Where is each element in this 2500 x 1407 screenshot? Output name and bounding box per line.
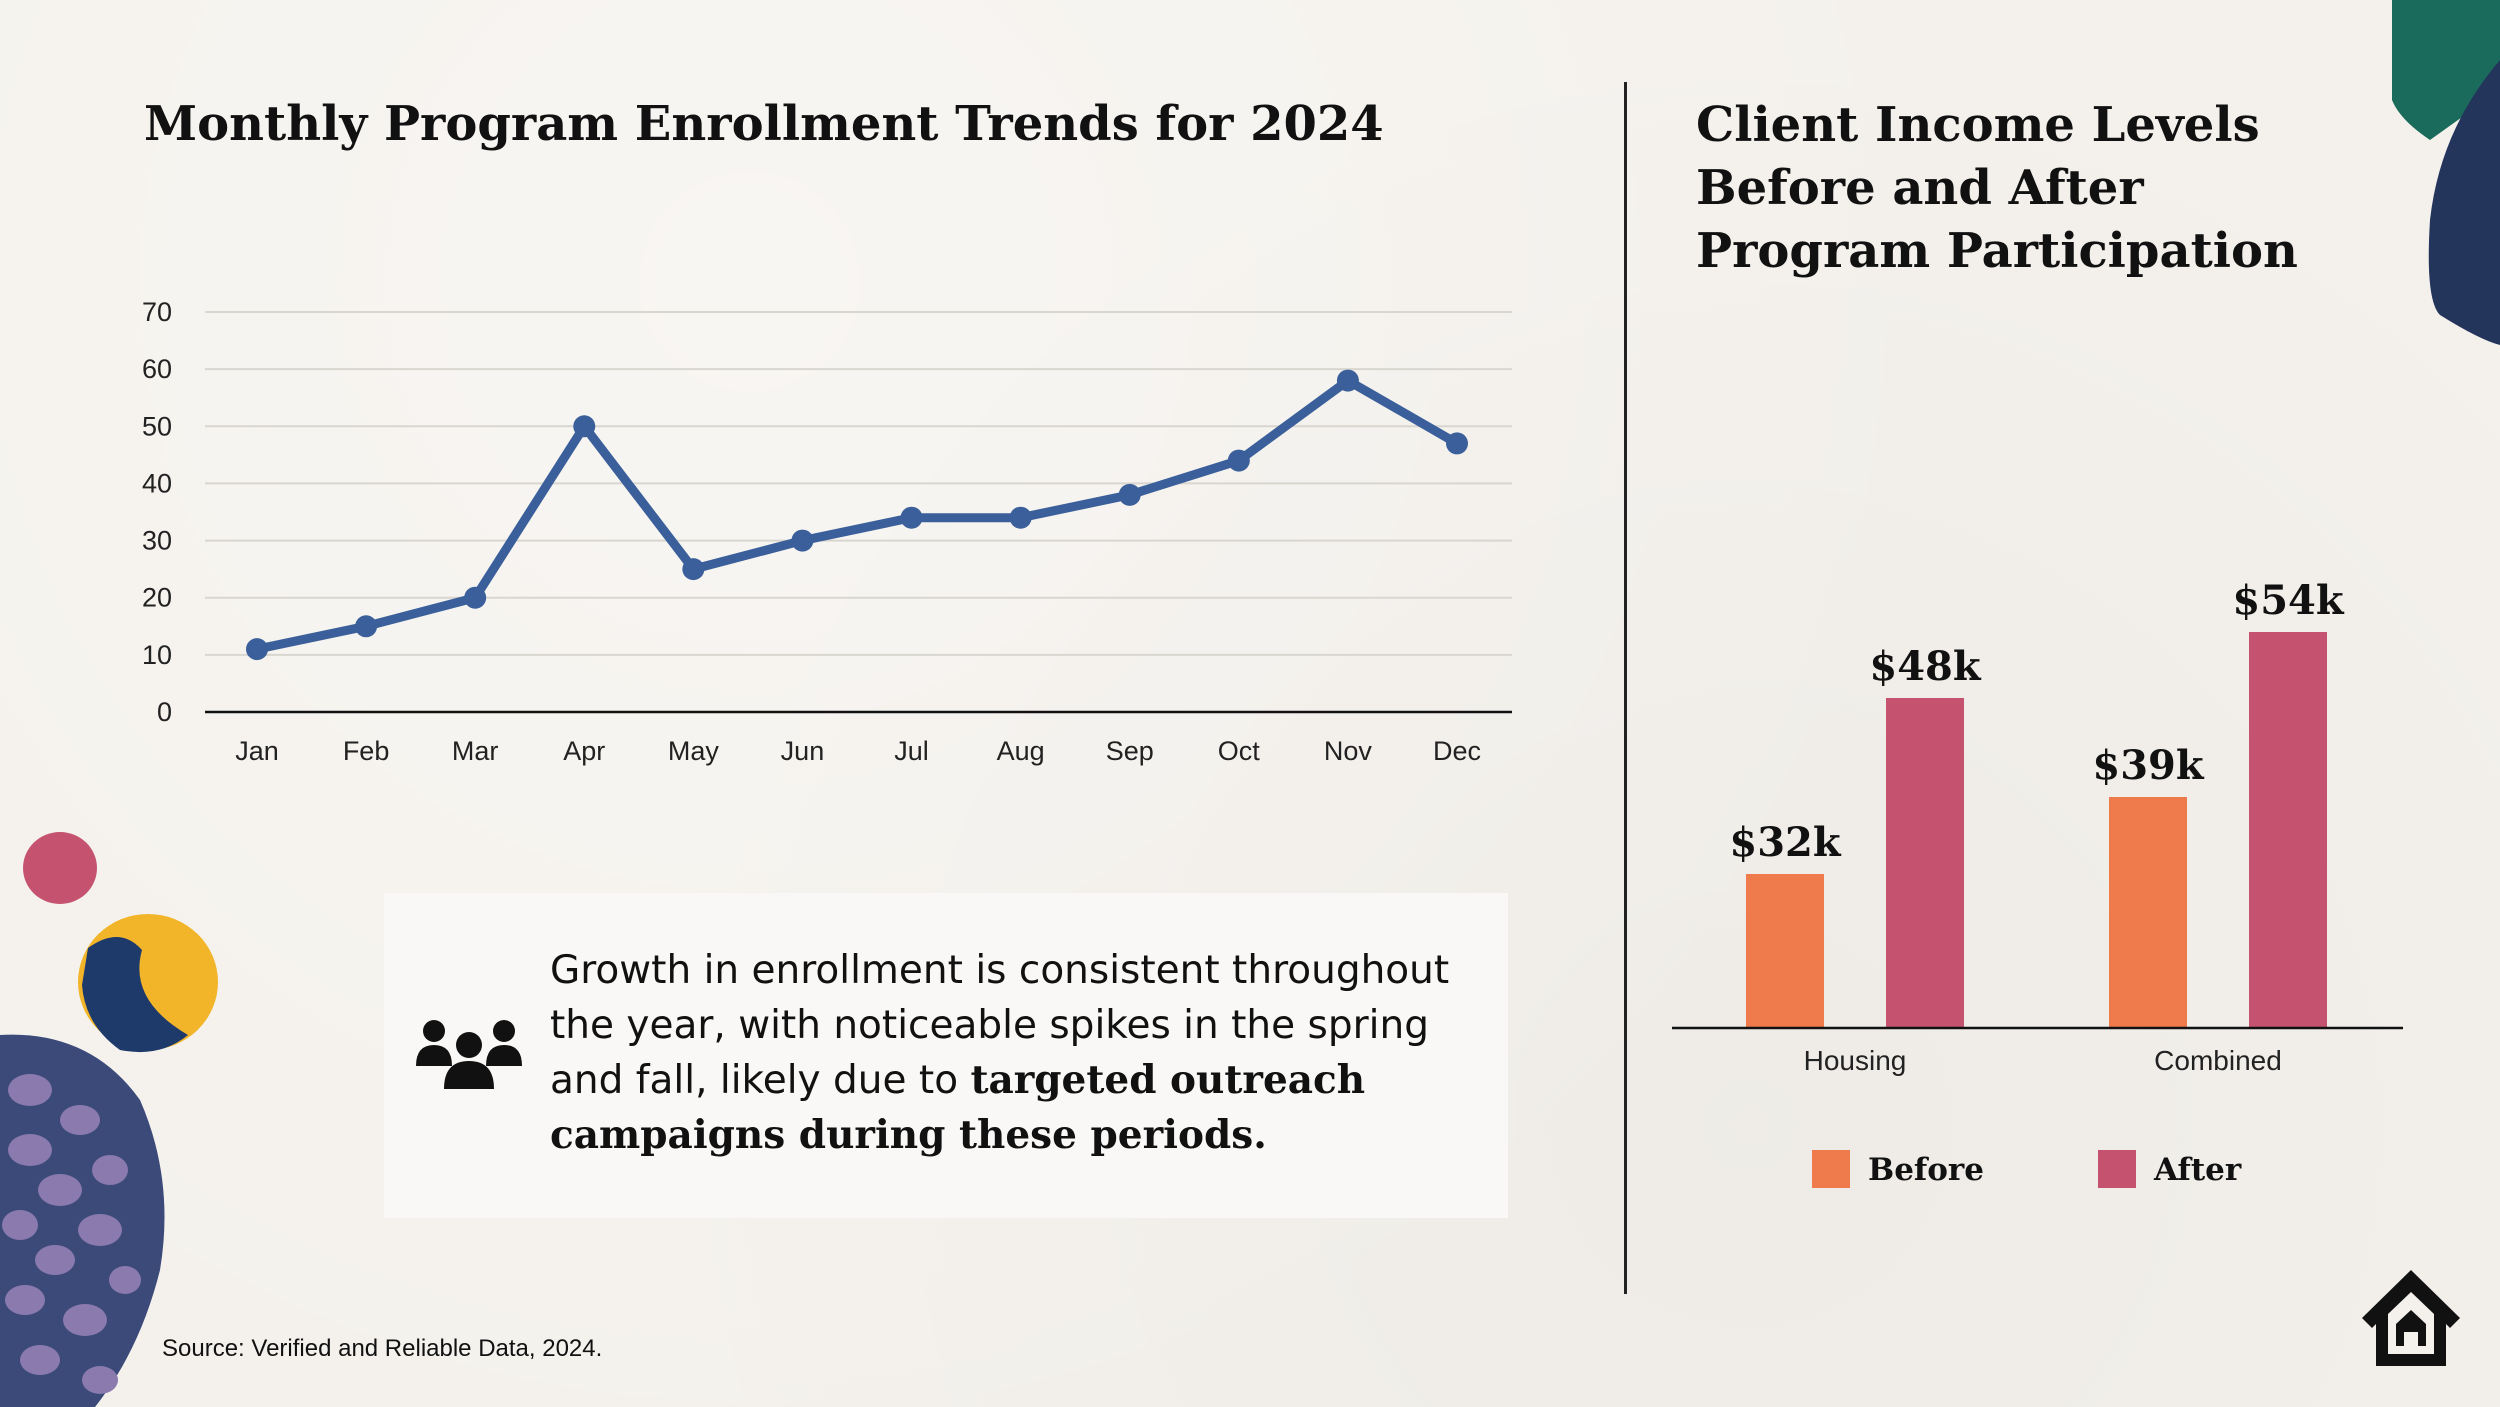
category-label: Combined	[2154, 1045, 2282, 1076]
data-point	[1446, 432, 1468, 455]
bar	[1746, 874, 1824, 1028]
bar-title-line-2: Before and After	[1696, 160, 2144, 216]
insight-callout: Growth in enrollment is consistent throu…	[384, 893, 1508, 1218]
bar	[2109, 797, 2187, 1028]
bar-data-label: $39k	[2092, 742, 2204, 789]
y-tick-label: 60	[142, 354, 172, 384]
x-tick-label: Sep	[1106, 736, 1154, 766]
callout-text-bold: targeted outreach campaigns during these…	[550, 1057, 1366, 1158]
x-tick-label: Nov	[1324, 736, 1373, 766]
enrollment-series-line	[252, 376, 1462, 654]
section-divider	[1624, 82, 1627, 1294]
enrollment-line-chart: 0 10 20 30 40 50 60 70 Jan Feb Mar Apr May Jun Jul Aug S…	[142, 297, 1512, 766]
data-point	[1227, 449, 1250, 472]
legend-label: After	[2153, 1152, 2242, 1188]
people-group-icon	[416, 1020, 522, 1089]
data-point	[246, 638, 268, 661]
line-chart-title: Monthly Program Enrollment Trends for 20…	[144, 96, 1384, 152]
x-tick-label: Feb	[343, 736, 390, 766]
bar-title-line-3: Program Participation	[1696, 223, 2298, 279]
callout-text-plain: Growth in enrollment is consistent throu…	[550, 948, 1450, 1103]
legend-swatch	[1812, 1150, 1850, 1188]
callout-text: Growth in enrollment is consistent throu…	[550, 943, 1490, 1163]
home-icon	[2362, 1270, 2460, 1366]
bar-title-line-1: Client Income Levels	[1696, 97, 2260, 153]
y-tick-label: 0	[157, 697, 172, 727]
source-note: Source: Verified and Reliable Data, 2024…	[162, 1335, 603, 1362]
x-tick-label: Mar	[452, 736, 499, 766]
y-tick-label: 50	[142, 411, 172, 441]
y-tick-label: 40	[142, 468, 172, 498]
data-point	[682, 558, 705, 581]
y-tick-label: 70	[142, 297, 172, 327]
data-point	[900, 506, 923, 529]
x-tick-label: Oct	[1218, 736, 1261, 766]
x-tick-label: Jan	[235, 736, 279, 766]
income-bar-chart: $32k $48k Housing $39k $54k Combined Before Aft…	[1672, 577, 2403, 1188]
x-tick-label: Apr	[563, 736, 605, 766]
category-label: Housing	[1804, 1045, 1907, 1076]
data-point	[464, 586, 487, 609]
y-tick-label: 10	[142, 640, 172, 670]
bar	[2249, 632, 2327, 1028]
data-point	[1336, 369, 1359, 392]
legend-label: Before	[1868, 1152, 1984, 1188]
red-dot-shape	[23, 832, 97, 904]
top-right-navy-shape	[2428, 60, 2500, 345]
bar-chart-title: Client Income Levels Before and After Pr…	[1696, 94, 2336, 283]
bar-data-label: $48k	[1869, 643, 1981, 690]
y-tick-label: 20	[142, 583, 172, 613]
legend-swatch	[2098, 1150, 2136, 1188]
x-tick-label: Jun	[781, 736, 825, 766]
data-point	[355, 615, 378, 638]
bar-data-label: $32k	[1729, 819, 1841, 866]
data-point	[1009, 506, 1032, 529]
data-point	[573, 415, 596, 438]
x-tick-label: May	[668, 736, 720, 766]
bar-data-label: $54k	[2232, 577, 2344, 624]
data-point	[791, 529, 814, 552]
x-tick-label: Dec	[1433, 736, 1481, 766]
bottom-left-purple-blob	[0, 1034, 165, 1407]
y-tick-label: 30	[142, 526, 172, 556]
x-tick-label: Jul	[894, 736, 929, 766]
data-point	[1118, 483, 1141, 506]
yellow-navy-blob	[78, 914, 218, 1053]
bar	[1886, 698, 1964, 1028]
x-tick-label: Aug	[997, 736, 1045, 766]
